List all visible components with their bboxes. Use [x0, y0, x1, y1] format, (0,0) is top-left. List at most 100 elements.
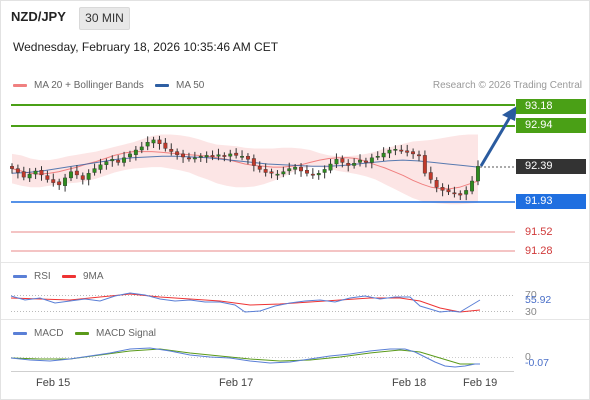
candle-body — [422, 155, 427, 174]
legend-ma20-label: MA 20 + Bollinger Bands — [34, 80, 144, 91]
last-price-label: 92.39 — [516, 159, 586, 174]
rsi-ma9-swatch — [62, 275, 76, 278]
candle-body — [198, 155, 203, 158]
macd-signal-line — [10, 348, 480, 365]
candle-body — [204, 155, 209, 158]
candle-body — [21, 171, 26, 178]
legend-rsi-ma9: 9MA — [62, 271, 104, 282]
macd-zero-label: 0 — [525, 351, 531, 363]
candle-body — [181, 153, 186, 158]
candle-body — [39, 169, 44, 176]
macd-line — [10, 347, 480, 368]
rsi-ma9-line — [10, 293, 481, 313]
rsi-value-label: 55.92 — [525, 294, 552, 306]
candle-body — [169, 148, 174, 152]
candle-body — [116, 159, 121, 163]
ma50-line — [11, 155, 479, 174]
macd-swatch — [13, 332, 27, 335]
candle-body — [234, 152, 239, 156]
legend-ma50-label: MA 50 — [176, 80, 205, 91]
bollinger-band — [12, 134, 478, 205]
candle-body — [68, 171, 73, 179]
candle-body — [74, 170, 79, 176]
candle-body — [110, 159, 115, 162]
report-datetime: Wednesday, February 18, 2026 10:35:46 AM… — [13, 40, 279, 54]
legend-macd-label: MACD — [34, 328, 64, 339]
candle-body — [86, 173, 91, 180]
candle-body — [334, 159, 339, 165]
candle-body — [27, 173, 32, 179]
macd-value-label: -0.07 — [525, 357, 549, 369]
candle-body — [80, 175, 85, 180]
candle-body — [446, 189, 451, 193]
legend-macd-signal: MACD Signal — [75, 328, 156, 339]
legend-rsi-label: RSI — [34, 271, 51, 282]
candle-body — [293, 166, 298, 170]
timeframe-button[interactable]: 30 MIN — [79, 7, 130, 30]
candle-body — [470, 180, 474, 192]
rsi-level-30-label: 30 — [525, 306, 537, 318]
candle-body — [133, 149, 138, 155]
legend-ma20: MA 20 + Bollinger Bands — [13, 80, 144, 91]
candle-body — [405, 150, 410, 153]
candle-body — [15, 168, 20, 173]
candle-body — [9, 166, 14, 169]
candle-body — [476, 166, 480, 182]
candle-body — [245, 155, 250, 160]
resistance-1-label: 92.94 — [516, 118, 586, 133]
ma20-swatch — [13, 84, 27, 87]
legend-macd-signal-label: MACD Signal — [96, 328, 157, 339]
x-axis-date: Feb 15 — [36, 377, 71, 389]
candle-body — [281, 171, 286, 175]
candle-body — [440, 187, 445, 191]
forecast-arrowhead — [502, 106, 517, 121]
candle-body — [263, 169, 268, 173]
candle-body — [45, 175, 50, 180]
candle-body — [192, 157, 197, 160]
candle-body — [287, 168, 292, 172]
rsi-level-70-label: 70 — [525, 289, 537, 301]
candle-body — [381, 152, 386, 158]
candle-body — [275, 173, 280, 176]
candle-body — [157, 139, 162, 144]
candle-body — [240, 155, 245, 158]
candle-body — [104, 161, 109, 165]
candle-body — [328, 163, 333, 171]
candle-body — [63, 177, 67, 186]
symbol-title: NZD/JPY — [11, 9, 66, 24]
candle-body — [299, 166, 303, 172]
candle-body — [186, 157, 191, 160]
legend-ma50: MA 50 — [155, 80, 204, 91]
candle-body — [51, 179, 56, 183]
candle-body — [411, 151, 415, 155]
rsi-swatch — [13, 275, 27, 278]
candle-body — [210, 155, 215, 158]
legend-rsi-ma9-label: 9MA — [83, 271, 104, 282]
candle-body — [98, 164, 103, 170]
candle-body — [358, 159, 362, 163]
candle-body — [269, 171, 274, 174]
candle-body — [216, 154, 221, 157]
copyright-notice: Research © 2026 Trading Central — [432, 80, 582, 91]
rsi-line — [10, 292, 481, 313]
candle-body — [310, 173, 315, 176]
candle-body — [92, 168, 97, 173]
candle-body — [340, 158, 345, 163]
candle-body — [417, 154, 421, 157]
candle-body — [387, 149, 392, 154]
candle-body — [228, 153, 233, 157]
candle-body — [127, 153, 132, 158]
candle-body — [346, 162, 351, 166]
candle-body — [458, 193, 463, 196]
candle-body — [322, 169, 327, 173]
x-axis-date: Feb 19 — [463, 377, 498, 389]
forecast-arrow — [479, 116, 512, 167]
support-3-label: 91.28 — [525, 245, 553, 257]
candle-body — [434, 180, 439, 188]
legend-rsi: RSI — [13, 271, 51, 282]
legend-macd: MACD — [13, 328, 63, 339]
candle-body — [393, 148, 398, 151]
candle-body — [163, 142, 168, 149]
candle-body — [428, 172, 433, 180]
support-1-label: 91.93 — [516, 194, 586, 209]
